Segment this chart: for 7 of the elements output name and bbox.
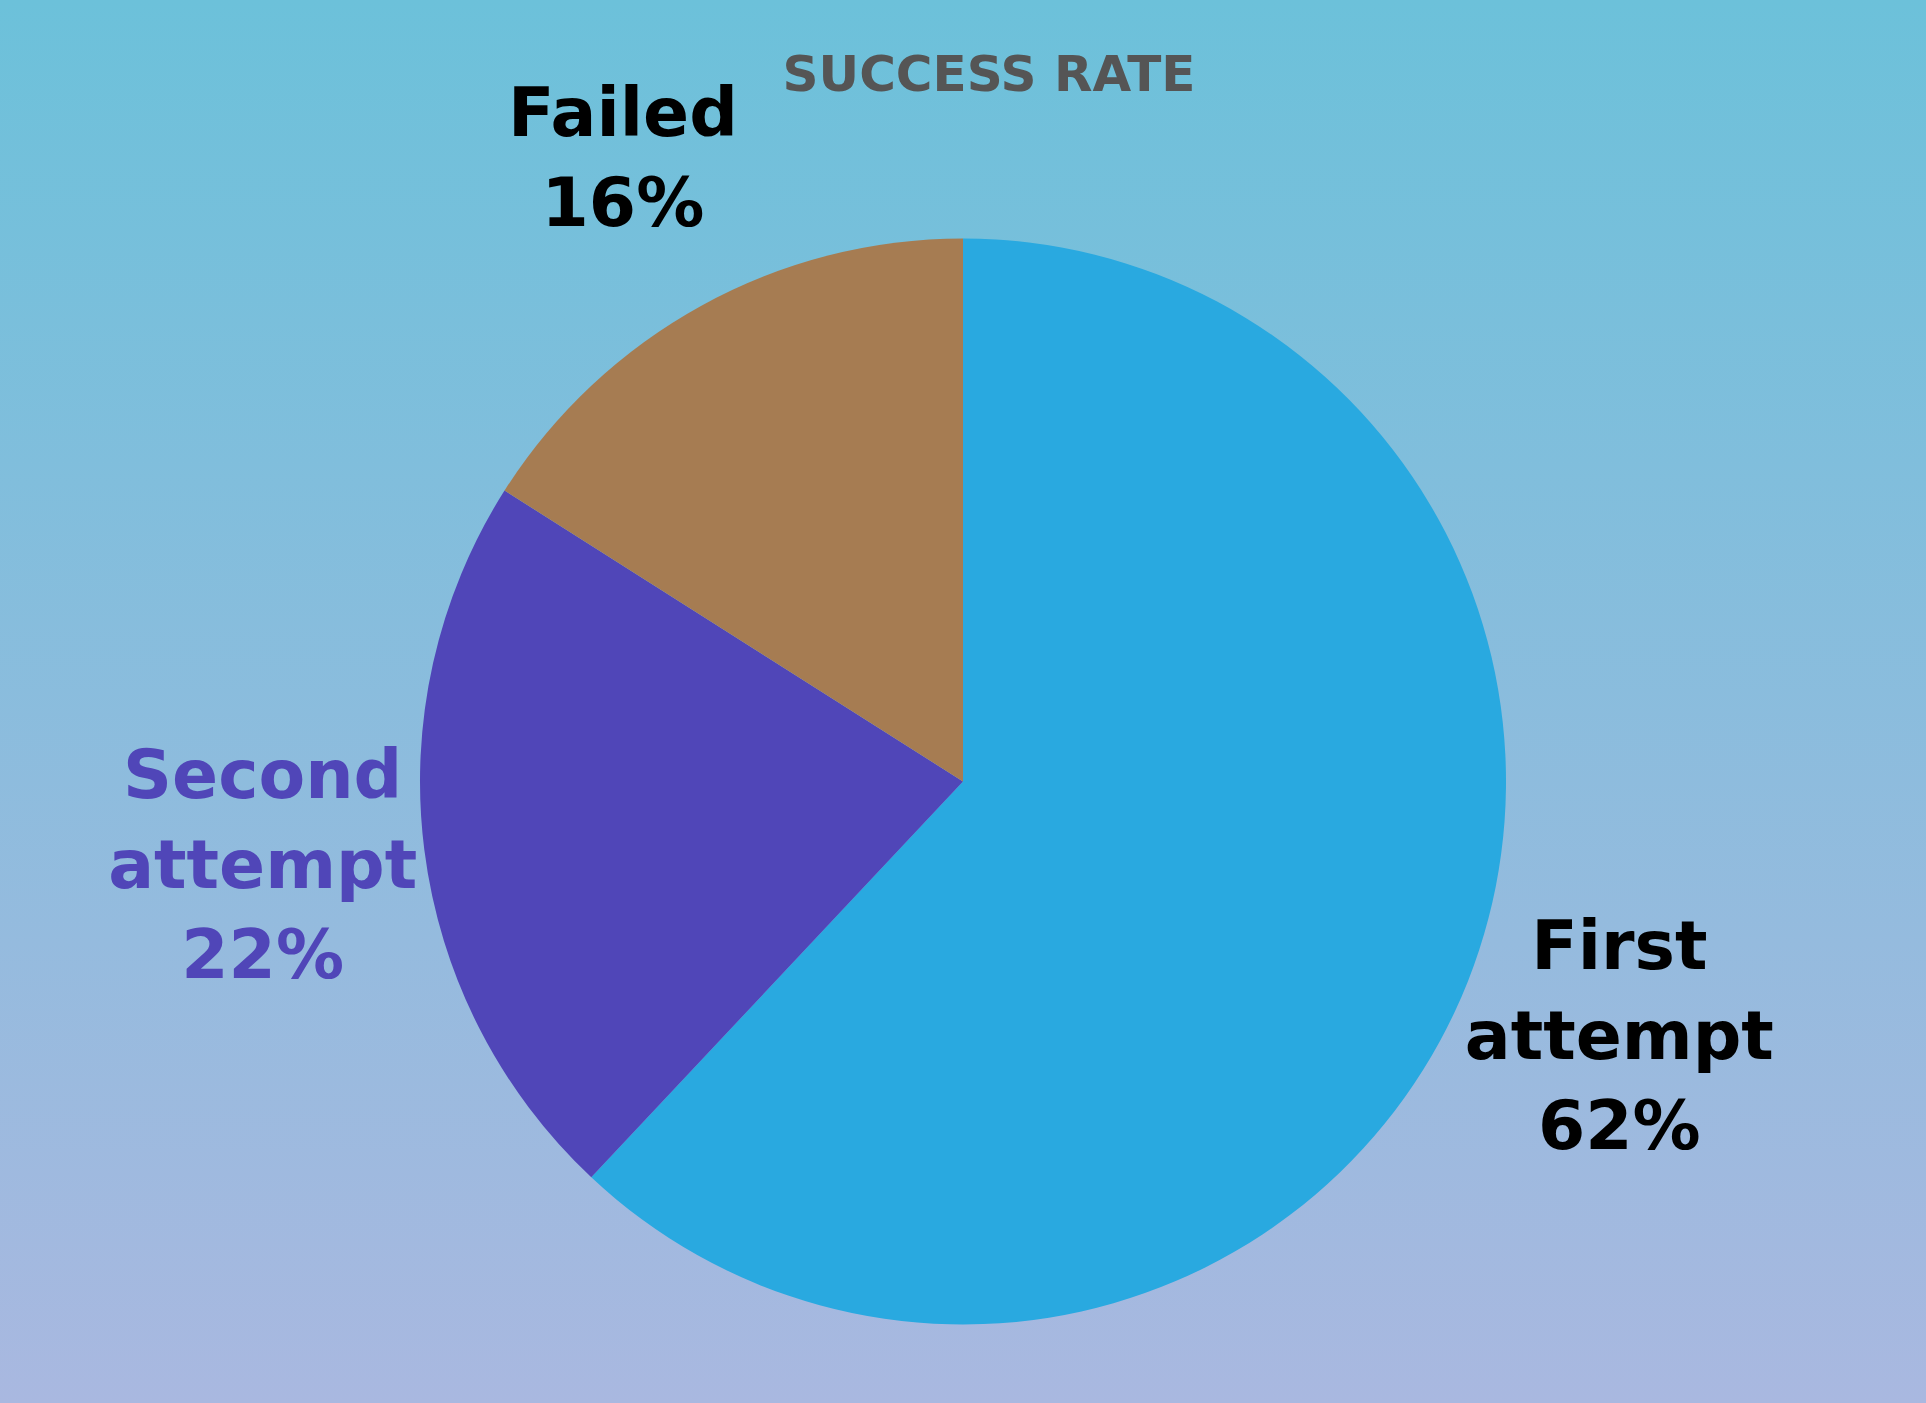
slice-label: Second attempt — [108, 734, 418, 904]
data-label: 16% — [541, 162, 705, 242]
chart-title: SUCCESS RATE — [782, 44, 1196, 103]
data-label: 62% — [1537, 1086, 1701, 1166]
slice-label: First attempt — [1464, 906, 1774, 1076]
slice-label: Failed — [508, 72, 738, 152]
data-label: 22% — [181, 914, 345, 994]
